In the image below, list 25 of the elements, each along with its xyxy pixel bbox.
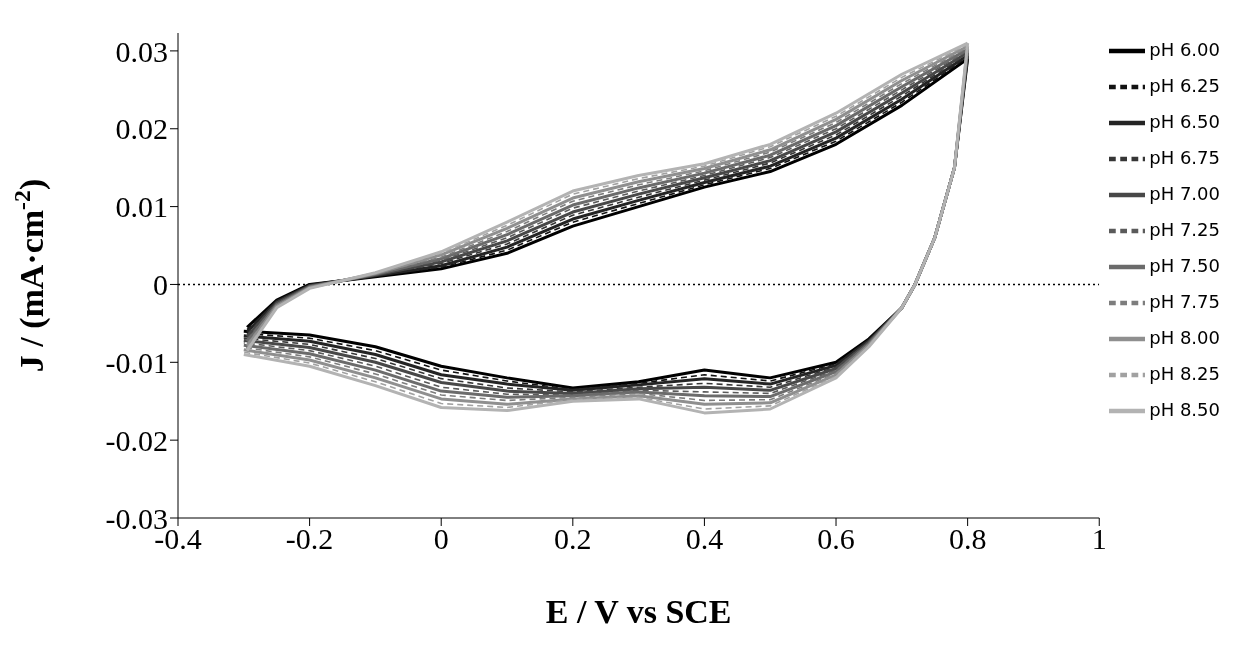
x-tick-label: -0.2 bbox=[285, 522, 334, 556]
y-tick-label: 0.01 bbox=[115, 190, 168, 224]
x-tick-label: 0.8 bbox=[948, 522, 987, 556]
legend-label: pH 7.75 bbox=[1149, 291, 1220, 312]
y-tick-label: 0.03 bbox=[115, 34, 168, 68]
legend-label: pH 6.75 bbox=[1149, 147, 1220, 168]
legend-label: pH 7.00 bbox=[1149, 183, 1220, 204]
x-tick-label: 0 bbox=[433, 522, 449, 556]
y-tick-label: -0.02 bbox=[105, 423, 168, 457]
y-tick-label: 0.02 bbox=[115, 112, 168, 146]
legend-label: pH 7.25 bbox=[1149, 219, 1220, 240]
x-tick-label: 0.6 bbox=[817, 522, 855, 556]
x-tick-label: 0.2 bbox=[554, 522, 592, 556]
legend-label: pH 6.00 bbox=[1149, 39, 1220, 60]
legend-label: pH 8.50 bbox=[1149, 399, 1220, 420]
x-tick-label: 1 bbox=[1091, 522, 1107, 556]
x-tick-label: 0.4 bbox=[685, 522, 724, 556]
x-axis-title: E / V vs SCE bbox=[545, 593, 732, 630]
legend-label: pH 6.50 bbox=[1149, 111, 1220, 132]
legend-label: pH 8.25 bbox=[1149, 363, 1220, 384]
legend-label: pH 8.00 bbox=[1149, 327, 1220, 348]
y-tick-label: -0.01 bbox=[105, 345, 168, 379]
y-tick-label: 0 bbox=[153, 268, 168, 302]
legend-label: pH 6.25 bbox=[1149, 75, 1220, 96]
legend-label: pH 7.50 bbox=[1149, 255, 1220, 276]
